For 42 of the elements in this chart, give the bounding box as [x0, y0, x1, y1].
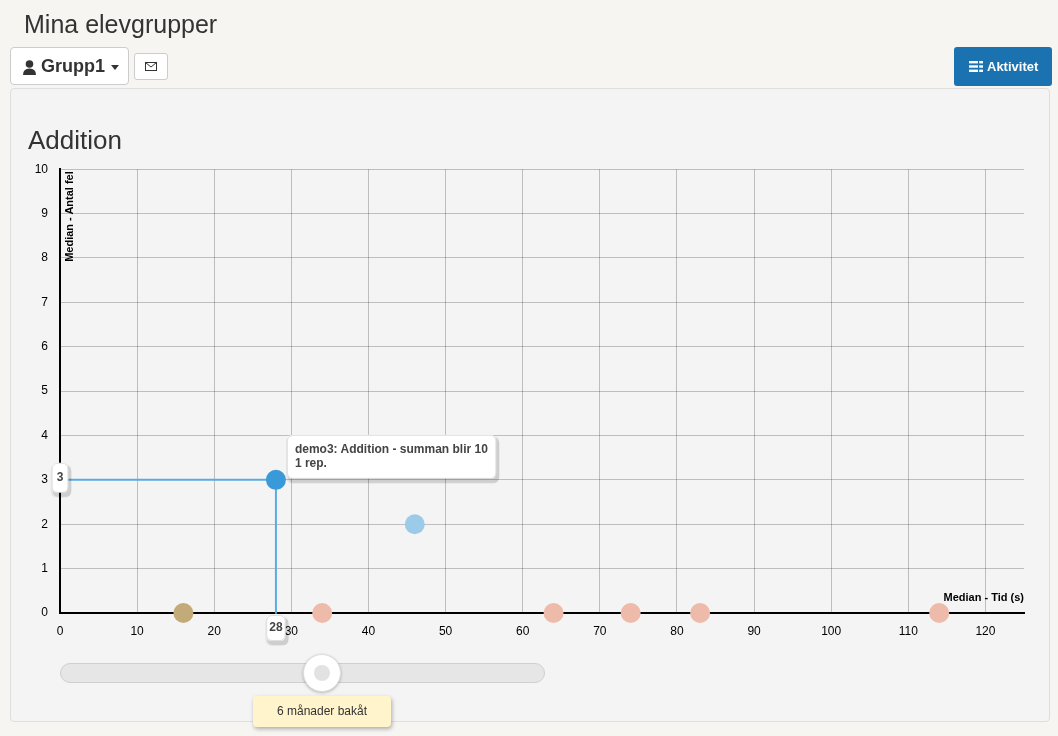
x-tick-label: 30: [284, 623, 299, 638]
x-tick-label: 40: [361, 623, 376, 638]
x-tick-label: 0: [56, 623, 64, 638]
x-tick-label: 50: [438, 623, 453, 638]
point: [620, 603, 641, 623]
point: [173, 603, 194, 623]
y-tick-label: 7: [41, 294, 49, 309]
annotation: 28: [269, 620, 283, 635]
y-tick-label: 0: [41, 605, 49, 620]
point: [929, 603, 950, 623]
y-tick-label: 3: [41, 472, 49, 487]
y-tick-label: 1: [41, 560, 49, 575]
y-tick-label: 10: [34, 161, 49, 176]
y-tick-label: 6: [41, 339, 49, 354]
x-tick-label: 80: [670, 623, 684, 638]
x-tick-label: 100: [821, 623, 842, 638]
y-tick-label: 4: [41, 427, 49, 442]
x-tick-label: 20: [207, 623, 222, 638]
x-tick-label: 10: [130, 623, 145, 638]
point: [543, 603, 564, 623]
y-tick-label: 9: [41, 205, 49, 220]
x-tick-label: 120: [975, 623, 996, 638]
text: Mina elevgrupper: [24, 9, 218, 39]
action-button: Aktivitet: [954, 47, 1052, 86]
x-tick-label: 110: [898, 623, 919, 638]
annotation: 3: [56, 470, 64, 485]
x-axis-title: Median - Tid (s): [943, 591, 1025, 603]
point: [265, 469, 286, 490]
y-tick-label: 8: [41, 250, 49, 265]
point: [404, 514, 425, 535]
y-tick-label: 5: [41, 383, 49, 398]
point: [690, 603, 711, 623]
y-axis-title: Median - Antal fel: [63, 171, 76, 262]
y-tick-label: 2: [41, 516, 49, 531]
chart-title: Addition: [28, 125, 122, 155]
dropdown-button: Grupp1: [10, 47, 129, 85]
slider-tooltip: 6 månader bakåt: [253, 696, 391, 727]
x-tick-label: 90: [747, 623, 762, 638]
x-tick-label: 60: [516, 623, 530, 638]
annotation: demo3: Addition - summan blir 10 1 rep.: [294, 442, 489, 471]
x-tick-label: 70: [593, 623, 607, 638]
point: [312, 603, 333, 623]
